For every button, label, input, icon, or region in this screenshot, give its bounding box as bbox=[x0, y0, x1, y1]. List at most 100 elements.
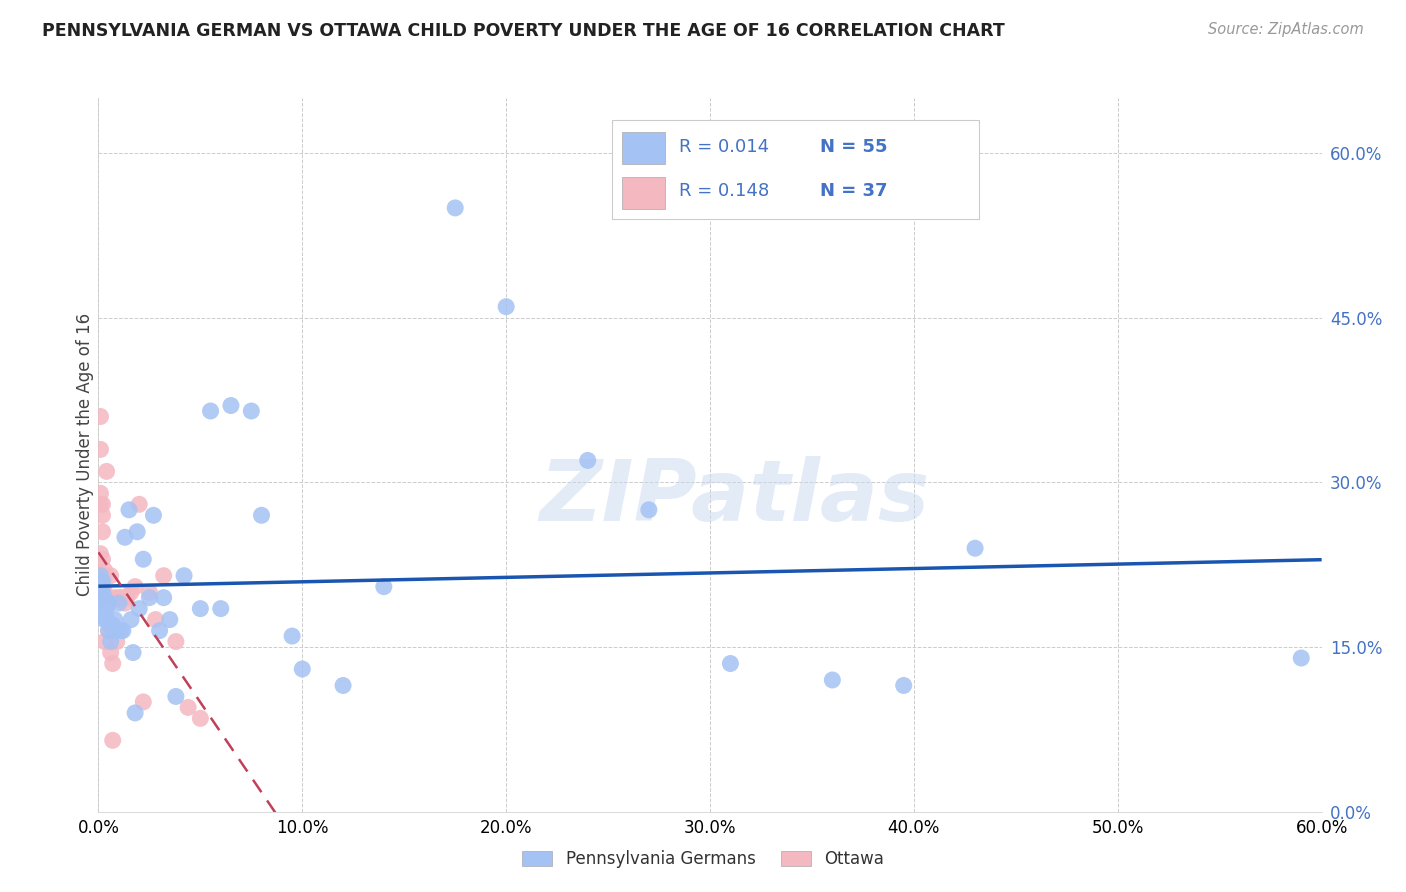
Point bbox=[97, 596, 120, 610]
Point bbox=[105, 624, 128, 638]
Point bbox=[250, 508, 273, 523]
Point bbox=[373, 580, 395, 594]
Text: N = 37: N = 37 bbox=[820, 182, 887, 200]
Point bbox=[159, 613, 181, 627]
Point bbox=[142, 508, 165, 523]
Point bbox=[93, 585, 115, 599]
Point bbox=[96, 591, 118, 605]
FancyBboxPatch shape bbox=[621, 132, 665, 164]
Point bbox=[127, 524, 149, 539]
Point bbox=[93, 563, 115, 577]
Point bbox=[128, 497, 150, 511]
Point bbox=[177, 700, 200, 714]
Point bbox=[124, 580, 146, 594]
Point bbox=[89, 591, 111, 605]
Point bbox=[893, 678, 915, 692]
Text: Source: ZipAtlas.com: Source: ZipAtlas.com bbox=[1208, 22, 1364, 37]
Point bbox=[120, 585, 142, 599]
Point bbox=[291, 662, 314, 676]
Point bbox=[91, 585, 114, 599]
Point bbox=[188, 601, 212, 615]
Point bbox=[115, 591, 138, 605]
Point bbox=[91, 497, 114, 511]
Point bbox=[89, 497, 111, 511]
Point bbox=[138, 591, 160, 605]
Point bbox=[97, 624, 120, 638]
Point bbox=[138, 585, 160, 599]
Point bbox=[89, 442, 111, 457]
Point bbox=[93, 596, 115, 610]
Point bbox=[188, 711, 212, 725]
Point bbox=[93, 568, 115, 582]
Point bbox=[821, 673, 844, 687]
Point bbox=[97, 596, 120, 610]
Point bbox=[93, 634, 115, 648]
Point bbox=[209, 601, 232, 615]
Legend: Pennsylvania Germans, Ottawa: Pennsylvania Germans, Ottawa bbox=[516, 844, 890, 875]
Point bbox=[91, 524, 114, 539]
Point bbox=[281, 629, 304, 643]
Point bbox=[96, 464, 118, 478]
Point bbox=[91, 552, 114, 566]
Point bbox=[149, 624, 172, 638]
Point bbox=[108, 591, 131, 605]
Point bbox=[145, 613, 167, 627]
Point bbox=[93, 591, 115, 605]
Point bbox=[132, 695, 155, 709]
Point bbox=[965, 541, 987, 556]
Point bbox=[114, 596, 136, 610]
Point bbox=[105, 634, 128, 648]
FancyBboxPatch shape bbox=[621, 177, 665, 209]
Point bbox=[101, 657, 124, 671]
Point bbox=[110, 591, 132, 605]
Point bbox=[200, 404, 222, 418]
Point bbox=[124, 706, 146, 720]
Point bbox=[91, 601, 114, 615]
Point bbox=[101, 733, 124, 747]
Point bbox=[111, 624, 134, 638]
Point bbox=[91, 574, 114, 589]
Point bbox=[89, 547, 111, 561]
Point bbox=[165, 690, 187, 704]
Point bbox=[89, 568, 111, 582]
Point bbox=[122, 646, 145, 660]
Point bbox=[110, 624, 132, 638]
Point bbox=[152, 591, 174, 605]
Point bbox=[91, 508, 114, 523]
Y-axis label: Child Poverty Under the Age of 16: Child Poverty Under the Age of 16 bbox=[76, 313, 94, 597]
Point bbox=[89, 409, 111, 424]
Point bbox=[720, 657, 742, 671]
Point bbox=[100, 568, 122, 582]
Point bbox=[104, 613, 127, 627]
Point bbox=[576, 453, 599, 467]
Point bbox=[152, 568, 174, 582]
Point bbox=[118, 503, 141, 517]
Point bbox=[100, 646, 122, 660]
Point bbox=[96, 613, 118, 627]
Point bbox=[104, 591, 127, 605]
Point bbox=[97, 624, 120, 638]
Text: N = 55: N = 55 bbox=[820, 137, 887, 155]
Point bbox=[173, 568, 195, 582]
Point bbox=[100, 618, 122, 632]
Point bbox=[240, 404, 263, 418]
Point bbox=[132, 552, 155, 566]
Point bbox=[1291, 651, 1313, 665]
Point bbox=[100, 634, 122, 648]
Point bbox=[638, 503, 661, 517]
Point bbox=[219, 399, 242, 413]
FancyBboxPatch shape bbox=[612, 120, 979, 219]
Text: PENNSYLVANIA GERMAN VS OTTAWA CHILD POVERTY UNDER THE AGE OF 16 CORRELATION CHAR: PENNSYLVANIA GERMAN VS OTTAWA CHILD POVE… bbox=[42, 22, 1005, 40]
Point bbox=[96, 601, 118, 615]
Point bbox=[444, 201, 467, 215]
Point bbox=[114, 530, 136, 544]
Point bbox=[128, 601, 150, 615]
Point bbox=[89, 580, 111, 594]
Point bbox=[495, 300, 517, 314]
Text: R = 0.148: R = 0.148 bbox=[679, 182, 769, 200]
Point bbox=[332, 678, 354, 692]
Text: R = 0.014: R = 0.014 bbox=[679, 137, 769, 155]
Point bbox=[93, 613, 115, 627]
Point bbox=[120, 613, 142, 627]
Text: ZIPatlas: ZIPatlas bbox=[540, 456, 929, 540]
